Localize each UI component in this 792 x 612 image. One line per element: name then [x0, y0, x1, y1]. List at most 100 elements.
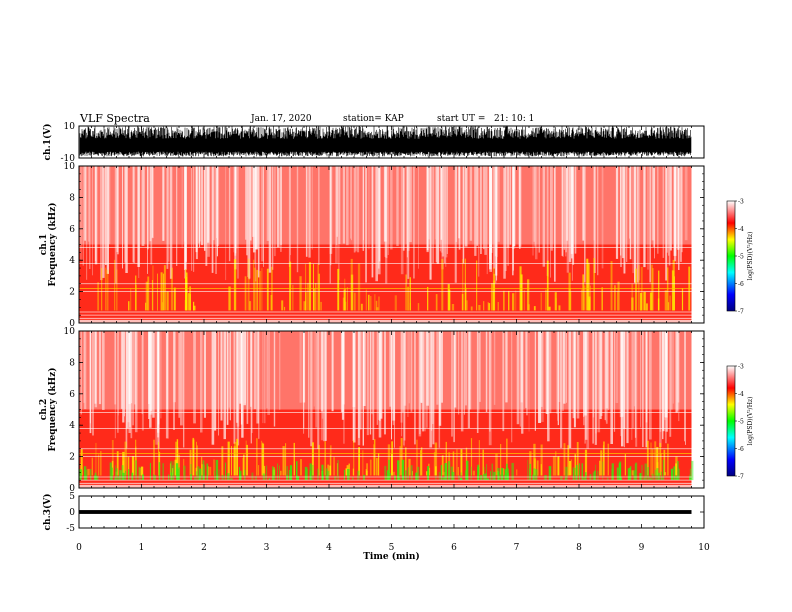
- spectrogram-burst: [599, 460, 601, 476]
- spectrogram-stripe: [621, 331, 624, 417]
- spectrogram-green: [675, 476, 677, 481]
- spectrogram-green: [401, 459, 405, 481]
- spectrogram-burst: [448, 289, 451, 311]
- spectrogram-burst: [617, 281, 620, 311]
- spectrogram-stripe: [207, 166, 210, 257]
- spectrogram-burst: [249, 301, 252, 311]
- spectrogram-stripe: [409, 166, 412, 243]
- spectrogram-stripe: [225, 166, 227, 281]
- spectrogram-stripe: [685, 331, 686, 445]
- spectrogram-stripe: [305, 166, 308, 257]
- spectrogram-stripe: [250, 331, 252, 444]
- spectrogram-stripe: [215, 166, 217, 274]
- spectrogram-burst: [520, 284, 522, 311]
- spectrogram-stripe: [652, 166, 656, 247]
- spectrogram-burst: [221, 446, 224, 476]
- spectrogram-stripe: [538, 331, 541, 423]
- spectrogram-burst: [284, 306, 286, 311]
- spectrogram-stripe: [519, 331, 522, 427]
- spectrogram-stripe: [418, 166, 419, 269]
- spectrogram-burst: [313, 288, 315, 311]
- spectrogram-burst: [258, 271, 262, 311]
- spectrogram-burst: [658, 270, 660, 311]
- spectrogram-green: [384, 465, 387, 481]
- spectrogram-green: [447, 461, 451, 481]
- spectrogram-stripe: [277, 166, 280, 248]
- y-tick-label: 10: [64, 122, 76, 132]
- spectrogram-burst: [488, 303, 491, 311]
- spectrogram-burst: [582, 274, 585, 311]
- spectrogram-stripe: [460, 331, 464, 432]
- spectrogram-burst: [435, 466, 437, 476]
- spectrogram-stripe: [246, 166, 248, 256]
- spectrogram-stripe: [554, 166, 556, 282]
- spectrogram-green: [305, 469, 307, 481]
- spectrogram-stripe: [165, 331, 168, 439]
- spectrogram-burst: [600, 450, 603, 476]
- spectrogram-green: [444, 463, 447, 481]
- spectrogram-green: [116, 468, 118, 481]
- spectrogram-burst: [306, 282, 309, 311]
- spectrogram-burst: [122, 451, 125, 476]
- spectrogram-stripe: [149, 331, 152, 428]
- spectrogram-stripe: [509, 166, 511, 245]
- spectrogram-stripe: [216, 166, 217, 239]
- y-axis-label: ch.2: [39, 399, 49, 420]
- spectrogram-green: [656, 468, 659, 481]
- spectrogram-stripe: [406, 166, 408, 258]
- spectrogram-stripe: [92, 166, 93, 276]
- spectrogram-stripe: [207, 166, 210, 241]
- spectrogram-burst: [503, 290, 505, 311]
- spectrogram-stripe: [408, 331, 410, 404]
- colorbar: [726, 200, 736, 312]
- spectrogram-stripe: [117, 331, 119, 433]
- spectrogram-stripe: [244, 331, 246, 404]
- spectrogram-stripe: [651, 166, 654, 241]
- spectrogram-haze: [79, 166, 692, 245]
- spectrogram-stripe: [371, 331, 373, 415]
- spectrogram-green: [309, 463, 312, 481]
- spectrogram-stripe: [152, 166, 154, 237]
- spectrogram-stripe: [116, 166, 119, 252]
- spectrogram-stripe: [200, 331, 203, 433]
- spectrogram-stripe: [120, 331, 123, 409]
- spectrogram-green: [138, 466, 141, 481]
- spectrogram-stripe: [451, 331, 453, 437]
- spectrogram-green: [465, 470, 467, 481]
- spectrogram-green: [347, 469, 350, 481]
- spectrogram-stripe: [435, 166, 438, 263]
- y-tick-label: 0: [69, 319, 75, 329]
- spectrogram-burst: [270, 295, 273, 311]
- spectrogram-green: [407, 467, 409, 481]
- y-tick-label: -10: [61, 154, 76, 164]
- spectrogram-stripe: [315, 331, 318, 428]
- spectrogram-stripe: [669, 331, 672, 437]
- spectrogram-stripe: [261, 166, 264, 262]
- spectrogram-stripe: [563, 331, 566, 404]
- spectrogram-green: [128, 469, 130, 481]
- spectrogram-stripe: [263, 166, 264, 267]
- spectrogram-burst: [97, 454, 100, 476]
- spectrogram-green: [440, 465, 443, 481]
- spectrogram-stripe: [148, 331, 150, 419]
- spectrogram-stripe: [665, 331, 668, 432]
- spectrogram-burst: [617, 291, 619, 311]
- spectrogram-burst: [135, 285, 137, 311]
- spectrogram-burst: [478, 305, 481, 311]
- spectrogram-stripe: [390, 166, 393, 250]
- spectrogram-stripe: [205, 166, 208, 266]
- ch3-trace: [79, 510, 692, 514]
- spectrogram-stripe: [418, 331, 421, 435]
- spectrogram-burst: [100, 451, 102, 476]
- spectrogram-stripe: [253, 166, 256, 253]
- spectrogram-stripe: [191, 166, 193, 271]
- spectrogram-stripe: [236, 331, 240, 446]
- spectrogram-burst: [656, 447, 659, 476]
- spectrogram-green: [678, 468, 680, 481]
- spectrogram-stripe: [601, 166, 604, 269]
- spectrogram-stripe: [167, 331, 169, 439]
- spectrogram-burst: [318, 273, 320, 311]
- spectrogram-green: [649, 477, 651, 481]
- spectrogram-stripe: [576, 331, 580, 419]
- spectrogram-burst: [329, 455, 331, 476]
